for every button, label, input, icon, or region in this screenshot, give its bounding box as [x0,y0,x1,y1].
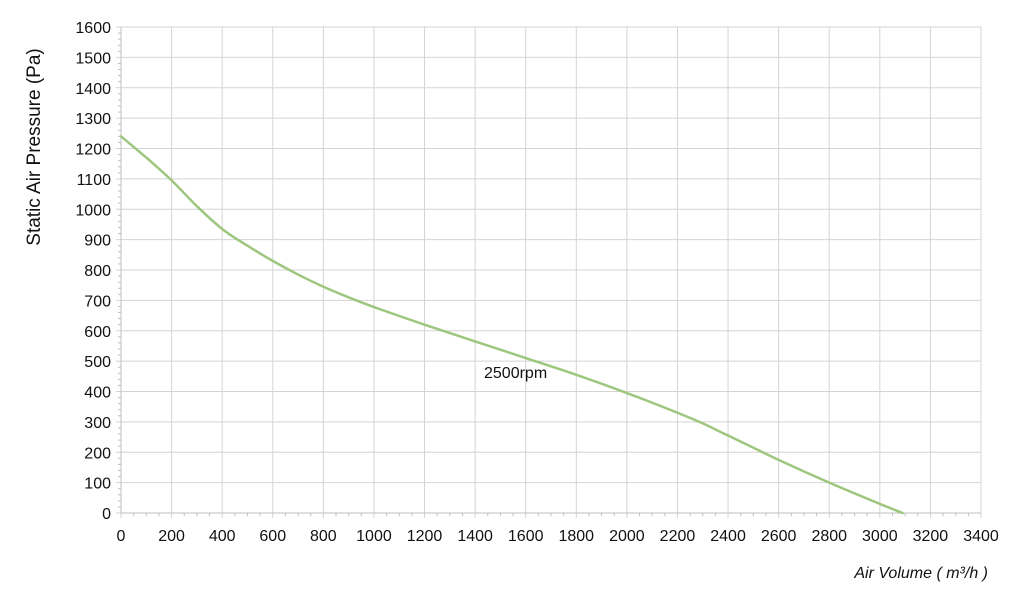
y-tick-label: 1100 [77,172,112,189]
annotations: 2500rpm [484,365,547,382]
x-tick-label: 2200 [660,528,696,545]
x-tick-label: 2000 [609,528,645,545]
y-tick-label: 1200 [75,142,111,159]
y-tick-label: 1500 [75,50,111,67]
y-tick-label: 1300 [75,111,111,128]
y-tick-label: 200 [84,445,111,462]
x-tick-label: 3400 [963,528,999,545]
x-tick-label: 1400 [457,528,493,545]
series-layer [119,135,904,515]
x-tick-label: 1000 [356,528,392,545]
x-tick-label: 3000 [862,528,898,545]
grid-lines [116,26,982,518]
x-tick-label: 2600 [761,528,797,545]
x-tick-label: 1200 [407,528,443,545]
y-tick-label: 700 [84,293,111,310]
y-tick-label: 900 [84,233,111,250]
x-tick-label: 1600 [508,528,544,545]
y-tick-label: 1600 [75,20,111,37]
minor-ticks [118,32,969,516]
x-tick-label: 2400 [710,528,746,545]
y-axis-title: Static Air Pressure (Pa) [24,48,45,245]
x-axis-title: Air Volume ( m³/h ) [853,565,988,582]
x-tick-label: 800 [310,528,337,545]
y-tick-label: 500 [84,354,111,371]
y-tick-label: 300 [84,415,111,432]
y-tick-labels: 0 100 200 300 400 500 600 700 800 900 1000 1100 1200… [75,20,111,523]
x-tick-label: 0 [117,528,126,545]
x-tick-label: 3200 [913,528,949,545]
axes [120,27,981,514]
x-tick-label: 600 [259,528,286,545]
y-tick-label: 800 [84,263,111,280]
y-tick-label: 1000 [75,202,111,219]
y-tick-label: 400 [84,385,111,402]
x-tick-label: 200 [158,528,185,545]
series-line-2500rpm [119,135,904,515]
y-tick-label: 1400 [75,81,111,98]
x-tick-label: 1800 [558,528,594,545]
x-tick-labels: 0 200 400 600 800 1000 1200 1400 1600 1800 2000 220… [117,528,999,545]
x-tick-label: 400 [209,528,236,545]
series-annotation: 2500rpm [484,365,547,382]
x-tick-label: 2800 [811,528,847,545]
y-tick-label: 600 [84,324,111,341]
y-tick-label: 0 [102,506,111,523]
y-tick-label: 100 [84,476,111,493]
